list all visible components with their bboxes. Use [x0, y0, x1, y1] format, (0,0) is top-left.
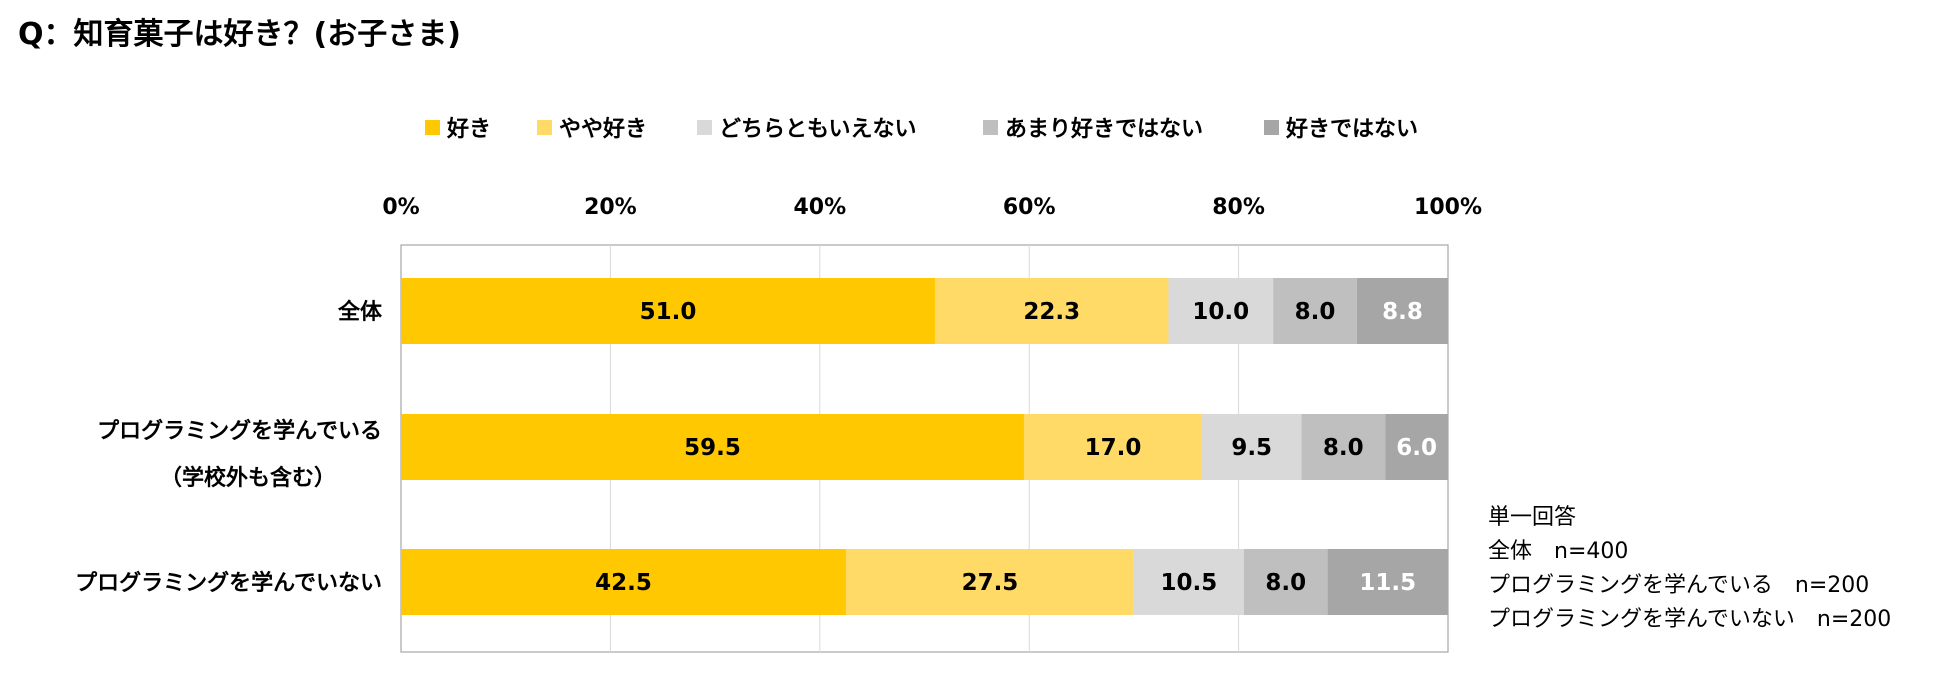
bar-segment	[934, 278, 1169, 344]
data-label: 59.5	[684, 435, 741, 461]
plot-area: 51.0 22.3 10.0 8.0 8.8 59.5 17.0 9.5 8.0 6.0 42.5 2…	[400, 244, 1449, 653]
bar-segment	[401, 278, 935, 344]
data-label: 6.0	[1396, 435, 1437, 461]
category-label: プログラミングを学んでいない	[75, 570, 382, 596]
bar-segment	[1023, 414, 1202, 480]
x-tick-label: 60%	[1003, 195, 1056, 220]
x-tick-label: 20%	[584, 195, 637, 220]
legend-swatch	[983, 120, 998, 135]
category-label: プログラミングを学んでいる	[97, 418, 382, 444]
legend-swatch	[1264, 120, 1279, 135]
data-label: 10.5	[1160, 570, 1217, 596]
data-label: 51.0	[640, 299, 697, 325]
data-label: 17.0	[1085, 435, 1142, 461]
category-label: （学校外も含む）	[160, 465, 336, 491]
data-label: 8.0	[1265, 570, 1306, 596]
data-label: 11.5	[1359, 570, 1416, 596]
bar-segment	[401, 414, 1024, 480]
legend-label: あまり好きではない	[1005, 116, 1203, 142]
x-tick-label: 0%	[382, 195, 419, 220]
legend-swatch	[537, 120, 552, 135]
data-label: 9.5	[1231, 435, 1272, 461]
bar-segment	[1168, 278, 1274, 344]
x-tick-label: 80%	[1212, 195, 1265, 220]
note-line: プログラミングを学んでいる n=200	[1488, 573, 1869, 598]
chart-title: Q：知育菓子は好き？(お子さま)	[18, 17, 461, 52]
bar-segment	[1327, 549, 1448, 615]
bar-segment	[845, 549, 1134, 615]
bar-segment	[1133, 549, 1244, 615]
note-line: 全体 n=400	[1488, 539, 1628, 564]
data-label: 27.5	[962, 570, 1019, 596]
bar-segment	[1243, 549, 1328, 615]
legend-label: 好きではない	[1285, 116, 1418, 142]
x-axis-ticks: 0% 20% 40% 60% 80% 100%	[382, 195, 1482, 220]
category-label: 全体	[337, 299, 383, 325]
bar-segment	[1356, 278, 1448, 344]
data-label: 22.3	[1023, 299, 1080, 325]
note-line: 単一回答	[1488, 505, 1576, 530]
legend-swatch	[425, 120, 440, 135]
data-label: 8.0	[1323, 435, 1364, 461]
note-line: プログラミングを学んでいない n=200	[1488, 607, 1891, 632]
data-label: 8.8	[1382, 299, 1423, 325]
legend-label: やや好き	[559, 116, 647, 142]
bar-segment	[1385, 414, 1448, 480]
legend-swatch	[697, 120, 712, 135]
legend: 好き やや好き どちらともいえない あまり好きではない 好きではない	[425, 116, 1418, 142]
data-label: 42.5	[595, 570, 652, 596]
x-tick-label: 40%	[793, 195, 846, 220]
bar-segment	[1301, 414, 1386, 480]
data-label: 10.0	[1192, 299, 1249, 325]
bar-segment	[1201, 414, 1302, 480]
bar-segment	[401, 549, 846, 615]
bar-segment	[1273, 278, 1357, 344]
x-tick-label: 100%	[1414, 195, 1482, 220]
legend-label: 好き	[446, 116, 491, 142]
data-label: 8.0	[1295, 299, 1336, 325]
legend-label: どちらともいえない	[719, 117, 917, 142]
